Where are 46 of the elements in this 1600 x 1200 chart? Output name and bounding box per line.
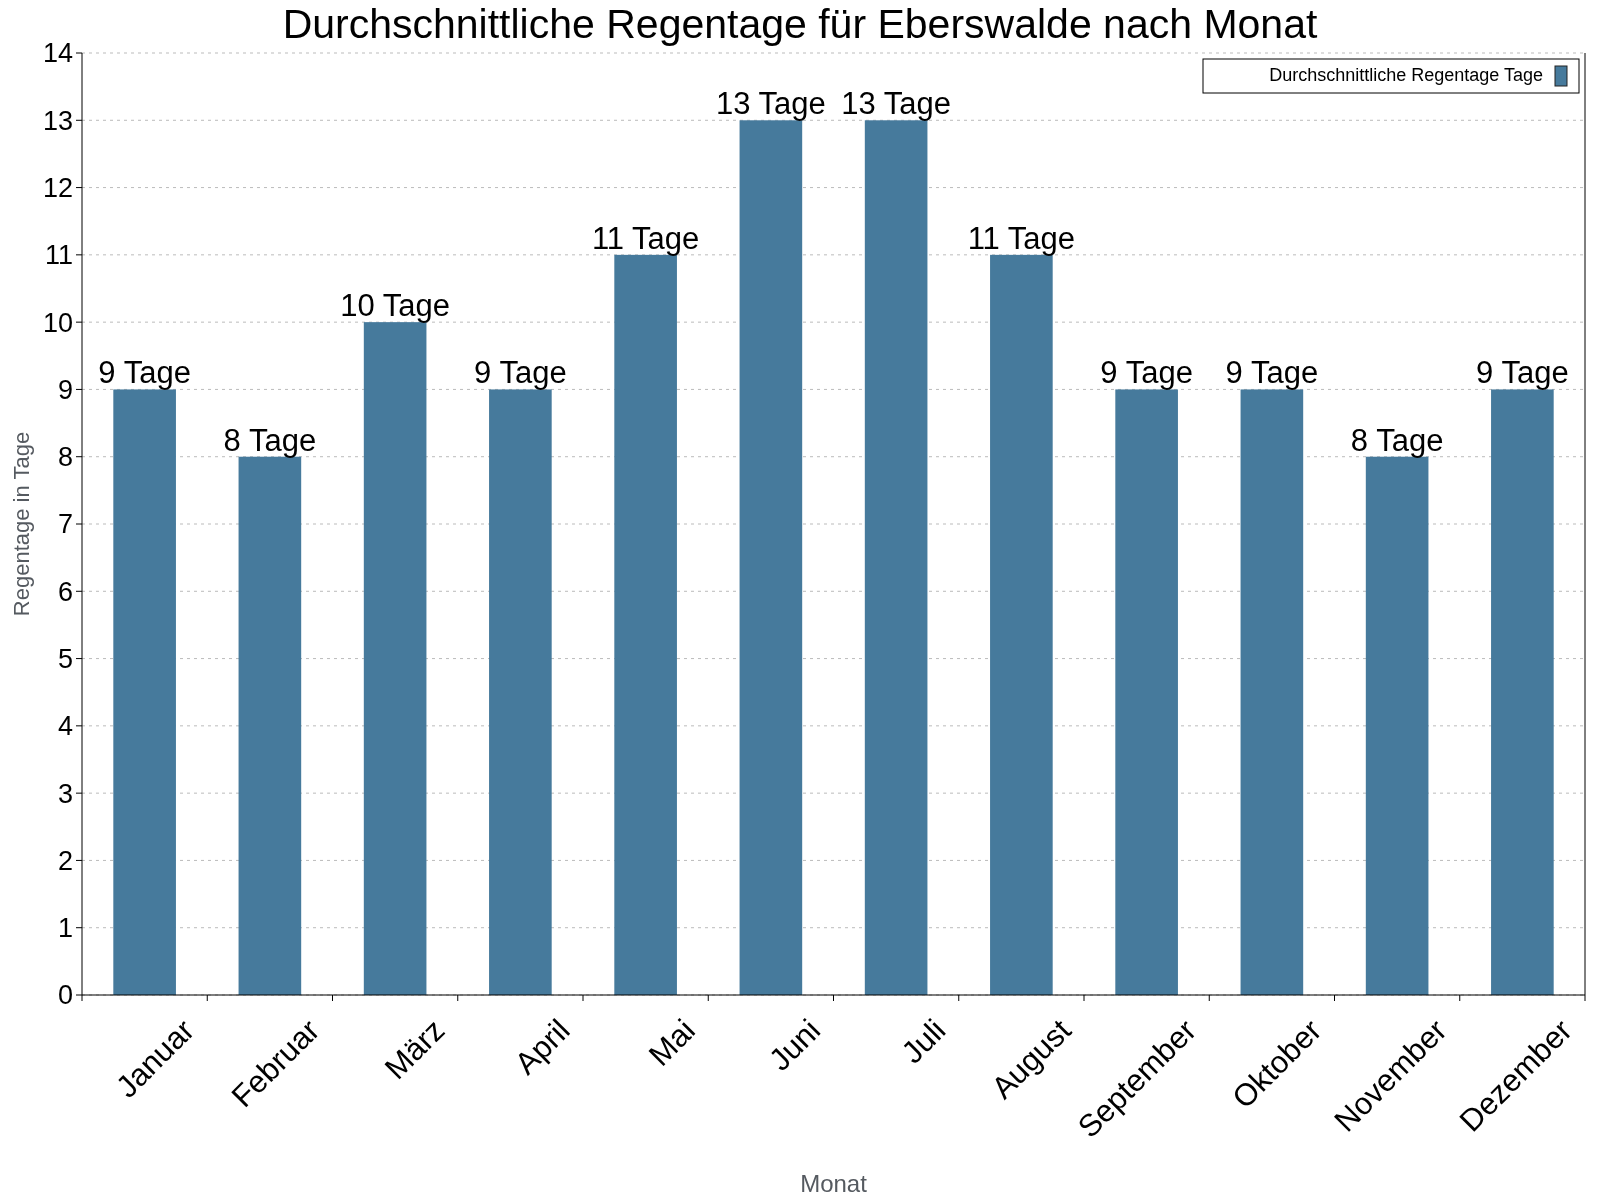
bar bbox=[614, 254, 677, 995]
data-label: 11 Tage bbox=[967, 220, 1076, 256]
data-label: 9 Tage bbox=[1225, 355, 1319, 391]
data-label: 9 Tage bbox=[1100, 355, 1193, 391]
legend-label: Durchschnittliche Regentage Tage bbox=[1269, 65, 1543, 85]
data-label: 9 Tage bbox=[474, 355, 567, 391]
data-label: 9 Tage bbox=[1476, 355, 1569, 391]
y-axis-title: Regentage in Tage bbox=[9, 431, 34, 617]
y-tick-label: 4 bbox=[57, 711, 73, 742]
y-tick-label: 6 bbox=[57, 576, 73, 607]
y-tick-label: 12 bbox=[42, 173, 73, 204]
bar bbox=[1115, 389, 1178, 995]
y-tick-label: 10 bbox=[42, 307, 73, 338]
data-label: 11 Tage bbox=[591, 220, 700, 256]
y-tick-label: 2 bbox=[57, 845, 73, 876]
y-tick-label: 11 bbox=[44, 240, 73, 271]
x-tick-label: Juni bbox=[762, 1012, 828, 1078]
data-label: 8 Tage bbox=[223, 422, 317, 458]
data-label: 10 Tage bbox=[340, 288, 451, 324]
y-tick-label: 13 bbox=[42, 105, 73, 136]
bar bbox=[489, 389, 552, 995]
bar bbox=[113, 389, 176, 995]
bar bbox=[990, 254, 1053, 995]
bar bbox=[1491, 389, 1554, 995]
y-tick-label: 8 bbox=[57, 442, 73, 473]
bar bbox=[1365, 456, 1429, 995]
bar bbox=[864, 120, 928, 995]
data-label: 9 Tage bbox=[98, 355, 191, 391]
x-axis-title: Monat bbox=[800, 1170, 868, 1197]
bar bbox=[739, 120, 803, 995]
data-label: 13 Tage bbox=[841, 86, 952, 122]
x-tick-label: Juli bbox=[894, 1012, 953, 1071]
y-tick-label: 14 bbox=[42, 38, 73, 69]
y-tick-label: 3 bbox=[57, 778, 73, 809]
y-tick-label: 1 bbox=[57, 913, 73, 944]
x-tick-label: Mai bbox=[641, 1012, 702, 1073]
bar bbox=[238, 456, 302, 995]
y-tick-label: 0 bbox=[57, 980, 73, 1011]
y-tick-label: 9 bbox=[57, 374, 73, 405]
chart-title: Durchschnittliche Regentage für Eberswalde nach Monat bbox=[282, 1, 1318, 47]
data-label: 13 Tage bbox=[715, 86, 826, 122]
y-tick-label: 7 bbox=[57, 509, 73, 540]
bar bbox=[1240, 389, 1304, 995]
data-label: 8 Tage bbox=[1350, 422, 1444, 458]
bar bbox=[363, 322, 427, 995]
y-tick-label: 5 bbox=[57, 644, 73, 675]
